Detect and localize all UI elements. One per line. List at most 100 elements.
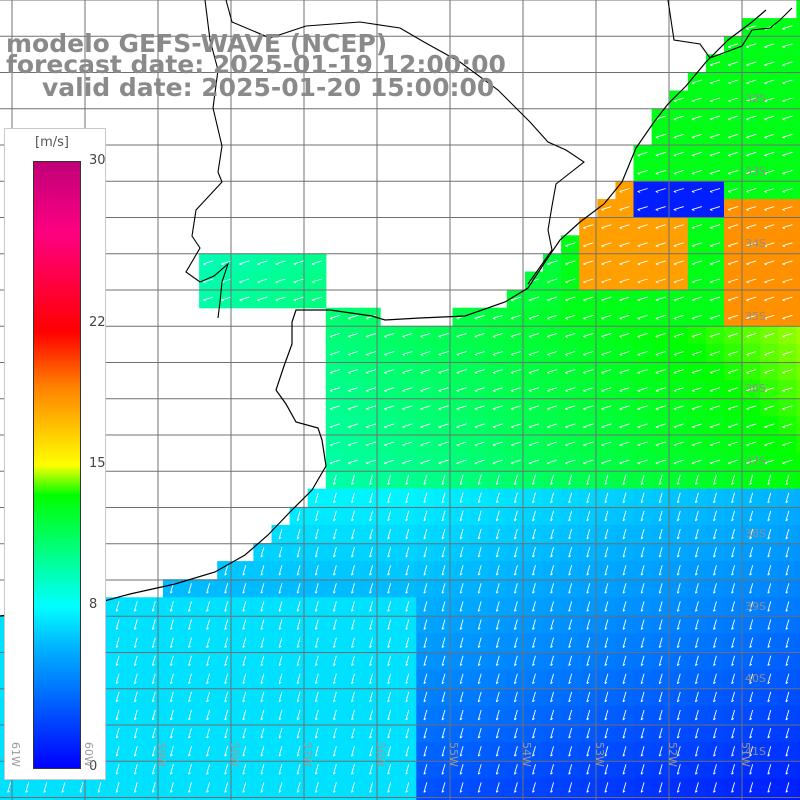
wind-arrow [351,691,355,703]
wind-arrow [351,546,355,558]
coastline [0,9,767,617]
wind-arrow [115,746,120,757]
wind-arrow [749,583,754,594]
wind-arrow [586,746,591,757]
wind-arrow [188,673,192,685]
wind-arrow [492,387,503,393]
wind-arrow [640,782,645,793]
wind-arrow [329,314,341,320]
wind-arrow [746,405,757,411]
wind-arrow [676,782,681,793]
wind-arrow [658,546,663,558]
wind-arrow [351,655,355,667]
wind-arrow [459,637,464,648]
wind-arrow [604,492,609,504]
wind-arrow [477,583,482,594]
wind-arrow [586,528,591,540]
colorbar-tick-30: 30 [89,153,106,168]
wind-arrow [97,782,102,793]
wind-arrow [764,260,775,266]
wind-arrow [709,423,721,429]
wind-arrow [640,619,645,630]
lat-label-35S: 35S [745,309,766,323]
wind-cell [742,796,761,800]
wind-arrow [550,782,555,793]
wind-arrow [477,546,482,558]
wind-arrow [767,492,772,504]
wind-arrow [532,565,536,576]
wind-arrow [622,528,627,540]
wind-arrow [655,441,666,447]
wind-arrow [275,278,286,284]
wind-arrow [640,727,645,739]
wind-arrow [420,459,431,465]
wind-cell [796,561,800,580]
wind-arrow [224,727,229,739]
wind-arrow [224,565,229,576]
wind-arrow [694,727,699,739]
wind-cell [705,796,725,800]
wind-cell [597,796,616,800]
wind-arrow [550,691,555,703]
wind-arrow [640,492,645,504]
wind-arrow [658,727,663,739]
wind-arrow [731,673,736,685]
wind-arrow [622,601,627,612]
wind-arrow [169,601,174,612]
wind-arrow [673,224,684,230]
wind-arrow [619,387,630,393]
wind-arrow [691,459,703,465]
wind-arrow [731,601,736,612]
wind-arrow [785,510,790,522]
wind-arrow [532,637,536,648]
wind-arrow [640,546,645,558]
wind-arrow [347,369,359,374]
wind-arrow [474,405,485,411]
wind-arrow [727,151,739,157]
wind-arrow [477,782,482,793]
wind-arrow [601,296,612,302]
lat-label-38S: 38S [745,527,766,540]
wind-arrow [423,655,428,667]
wind-arrow [619,224,630,230]
wind-arrow [764,314,775,320]
wind-arrow [568,746,573,757]
wind-arrow [239,296,250,302]
wind-arrow [239,260,250,266]
wind-cell [796,108,800,128]
wind-arrow [405,691,410,703]
wind-arrow [459,546,464,558]
wind-arrow [474,314,485,320]
wind-cell [633,796,653,800]
wind-arrow [510,441,522,447]
wind-arrow [767,655,772,667]
wind-arrow [550,601,555,612]
wind-arrow [583,224,594,230]
wind-arrow [619,423,630,429]
wind-arrow [133,655,138,667]
wind-arrow [293,278,304,284]
wind-arrow [749,528,754,540]
wind-cell [108,796,128,800]
wind-arrow [278,746,283,757]
wind-arrow [405,655,410,667]
wind-arrow [676,474,681,486]
wind-arrow [438,423,449,429]
wind-arrow [713,691,717,703]
wind-arrow [369,492,374,504]
wind-arrow [459,746,464,757]
wind-arrow [673,441,684,447]
wind-arrow [586,474,591,486]
wind-arrow [206,637,211,648]
wind-arrow [749,782,754,793]
wind-cell [724,796,743,800]
wind-arrow [532,709,536,721]
wind-arrow [676,727,681,739]
wind-arrow [619,441,630,447]
wind-arrow [510,296,522,302]
wind-arrow [151,637,156,648]
wind-arrow [224,619,229,630]
wind-arrow [586,619,591,630]
wind-arrow [655,133,666,139]
